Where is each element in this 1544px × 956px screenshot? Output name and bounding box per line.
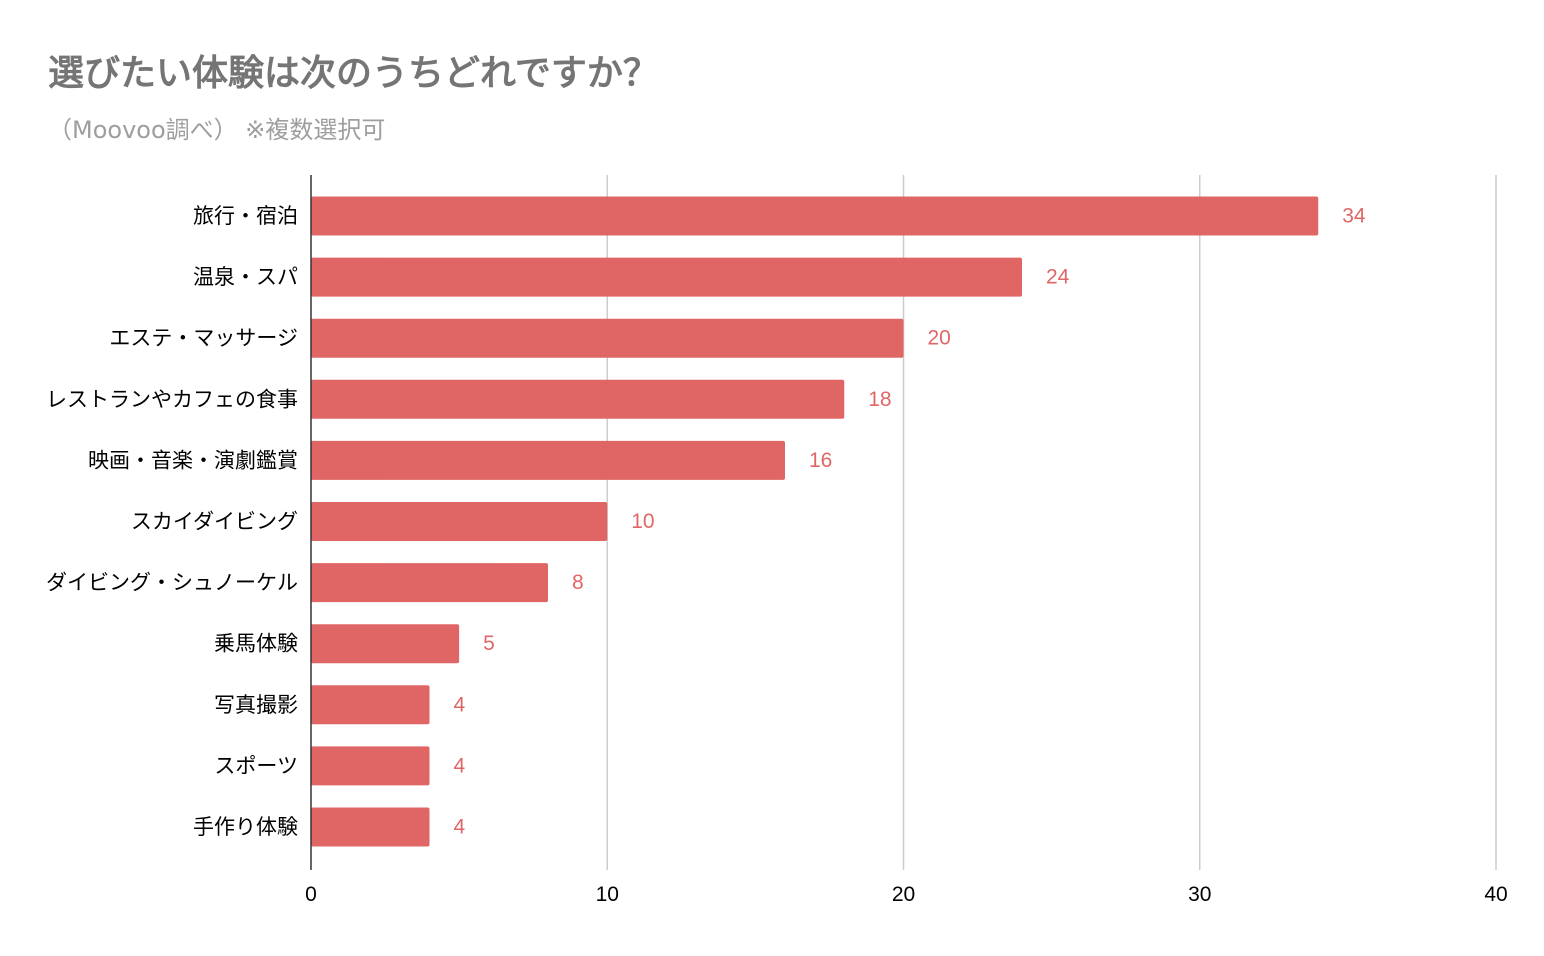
- category-label: 乗馬体験: [214, 632, 298, 656]
- value-label: 16: [809, 449, 832, 472]
- x-tick-label: 0: [305, 883, 317, 906]
- category-label: レストランやカフェの食事: [46, 387, 298, 411]
- bar: [311, 257, 1022, 297]
- bar: [311, 807, 430, 847]
- chart-title: 選びたい体験は次のうちどれですか？: [48, 52, 659, 94]
- bar: [311, 502, 608, 541]
- value-label: 20: [928, 327, 951, 350]
- category-label: 写真撮影: [214, 693, 298, 717]
- value-label: 8: [572, 571, 584, 594]
- bar: [311, 563, 548, 603]
- category-label: 映画・音楽・演劇鑑賞: [88, 448, 298, 472]
- value-label: 10: [631, 510, 654, 533]
- value-label: 5: [483, 632, 495, 655]
- category-label: 温泉・スパ: [193, 265, 298, 289]
- bar: [311, 685, 430, 725]
- x-tick-label: 30: [1188, 883, 1211, 906]
- x-tick-label: 40: [1484, 883, 1507, 906]
- bar: [311, 196, 1319, 236]
- value-label: 4: [454, 816, 466, 839]
- category-label: スカイダイビング: [131, 510, 298, 534]
- value-label: 4: [454, 693, 466, 716]
- bar: [311, 440, 785, 480]
- value-label: 4: [454, 754, 466, 777]
- category-label: 旅行・宿泊: [193, 204, 298, 228]
- x-tick-label: 20: [892, 883, 915, 906]
- category-label: 手作り体験: [193, 815, 298, 839]
- category-label: スポーツ: [214, 754, 298, 778]
- category-label: エステ・マッサージ: [109, 326, 298, 350]
- category-label: ダイビング・シュノーケル: [46, 571, 298, 595]
- value-label: 24: [1046, 266, 1070, 289]
- chart-subtitle: （Moovoo調べ） ※複数選択可: [48, 116, 386, 144]
- value-label: 18: [868, 388, 891, 411]
- bar: [311, 624, 460, 664]
- bar: [311, 746, 430, 786]
- bar: [311, 318, 904, 358]
- bar: [311, 379, 845, 419]
- x-tick-label: 10: [596, 883, 619, 906]
- value-label: 34: [1342, 205, 1366, 228]
